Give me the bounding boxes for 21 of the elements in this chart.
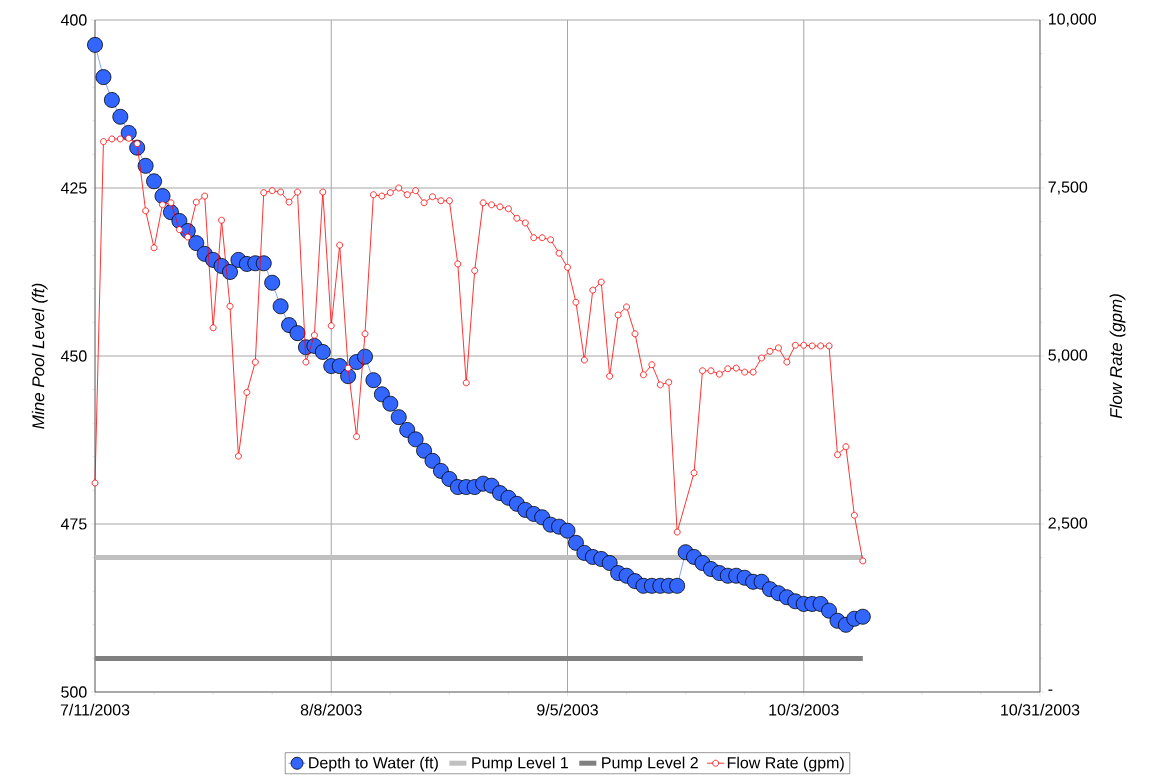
legend-label: Flow Rate (gpm) <box>727 756 844 772</box>
y-tick-label: 450 <box>60 350 87 362</box>
x-tick-label: 10/3/2003 <box>769 703 839 716</box>
legend-label: Depth to Water (ft) <box>309 756 438 772</box>
y-tick-label: 400 <box>60 14 87 26</box>
x-tick-label: 8/8/2003 <box>300 703 362 716</box>
y-axis-title: Mine Pool Level (ft) <box>31 283 48 429</box>
y2-tick-label: 5,000 <box>1048 349 1088 363</box>
legend-label: Pump Level 2 <box>602 756 698 772</box>
y2-tick-label: 2,500 <box>1048 517 1088 531</box>
y2-tick-label: - <box>1048 689 1053 691</box>
y-tick-label: 475 <box>60 518 87 530</box>
x-tick-label: 10/31/2003 <box>1001 703 1080 716</box>
x-tick-label: 9/5/2003 <box>537 703 598 716</box>
y2-axis-title: Flow Rate (gpm) <box>1109 294 1126 419</box>
y2-tick-label: 7,500 <box>1048 181 1088 195</box>
x-tick-label: 7/11/2003 <box>60 703 130 716</box>
y-tick-label: 500 <box>61 686 87 698</box>
y2-tick-label: 10,000 <box>1048 13 1097 27</box>
legend-label: Pump Level 1 <box>472 756 568 772</box>
y-tick-label: 425 <box>60 182 87 194</box>
